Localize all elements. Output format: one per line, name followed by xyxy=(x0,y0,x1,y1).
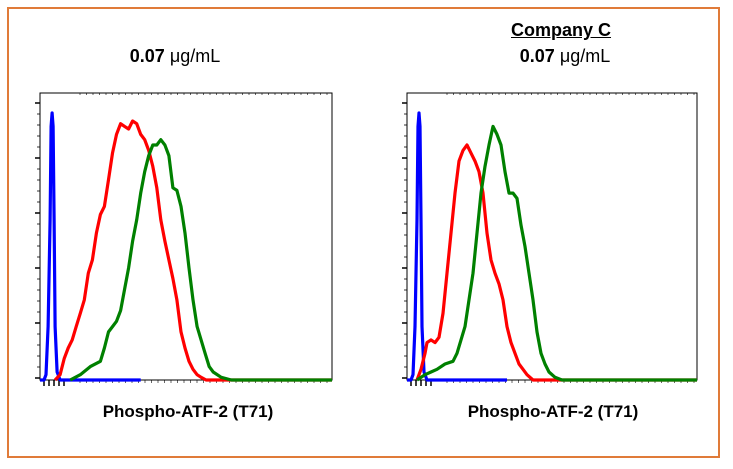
panel-2-sample-green-line xyxy=(416,124,697,382)
panel-2-sample-red-line xyxy=(415,143,697,382)
panel-1-title-value: 0.07 xyxy=(129,46,165,66)
panel-1-sample-red-line xyxy=(53,119,332,382)
panel-2-isotype-control-line xyxy=(407,111,507,382)
panel-2-title-unit: μg/mL xyxy=(554,46,611,66)
panel-2-title: 0.07 μg/mL xyxy=(485,46,645,67)
panel-2-title-value: 0.07 xyxy=(519,46,555,66)
panel-1-title-unit: μg/mL xyxy=(164,46,221,66)
panel-1-isotype-control-line xyxy=(40,111,141,382)
panel-1-sample-green-line xyxy=(69,138,332,382)
panel-2-header: Company C xyxy=(511,20,612,40)
panel-1-plot-frame xyxy=(39,92,333,381)
panel-1-xlabel: Phospho-ATF-2 (T71) xyxy=(102,402,274,421)
panel-2-xlabel: Phospho-ATF-2 (T71) xyxy=(467,402,639,421)
figure-frame xyxy=(7,7,720,458)
panel-1-title: 0.07 μg/mL xyxy=(95,46,255,67)
